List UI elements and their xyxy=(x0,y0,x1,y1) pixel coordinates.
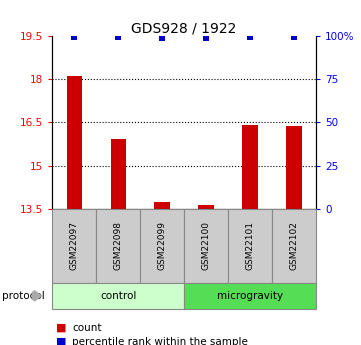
Text: protocol: protocol xyxy=(2,291,44,301)
Bar xyxy=(67,76,82,209)
Text: GSM22097: GSM22097 xyxy=(70,221,79,270)
Text: GSM22098: GSM22098 xyxy=(114,221,123,270)
Bar xyxy=(286,126,301,209)
Text: GSM22100: GSM22100 xyxy=(201,221,210,270)
Text: GSM22099: GSM22099 xyxy=(158,221,167,270)
Bar xyxy=(242,125,258,209)
Text: microgravity: microgravity xyxy=(217,291,283,301)
Title: GDS928 / 1922: GDS928 / 1922 xyxy=(131,21,237,35)
Bar xyxy=(110,139,126,209)
Text: ■: ■ xyxy=(56,323,66,333)
Text: GSM22102: GSM22102 xyxy=(290,221,299,270)
Text: GSM22101: GSM22101 xyxy=(245,221,255,270)
Text: percentile rank within the sample: percentile rank within the sample xyxy=(72,337,248,345)
Bar xyxy=(199,205,214,209)
Text: ■: ■ xyxy=(56,337,66,345)
Bar xyxy=(155,203,170,209)
Text: control: control xyxy=(100,291,136,301)
Text: count: count xyxy=(72,323,102,333)
